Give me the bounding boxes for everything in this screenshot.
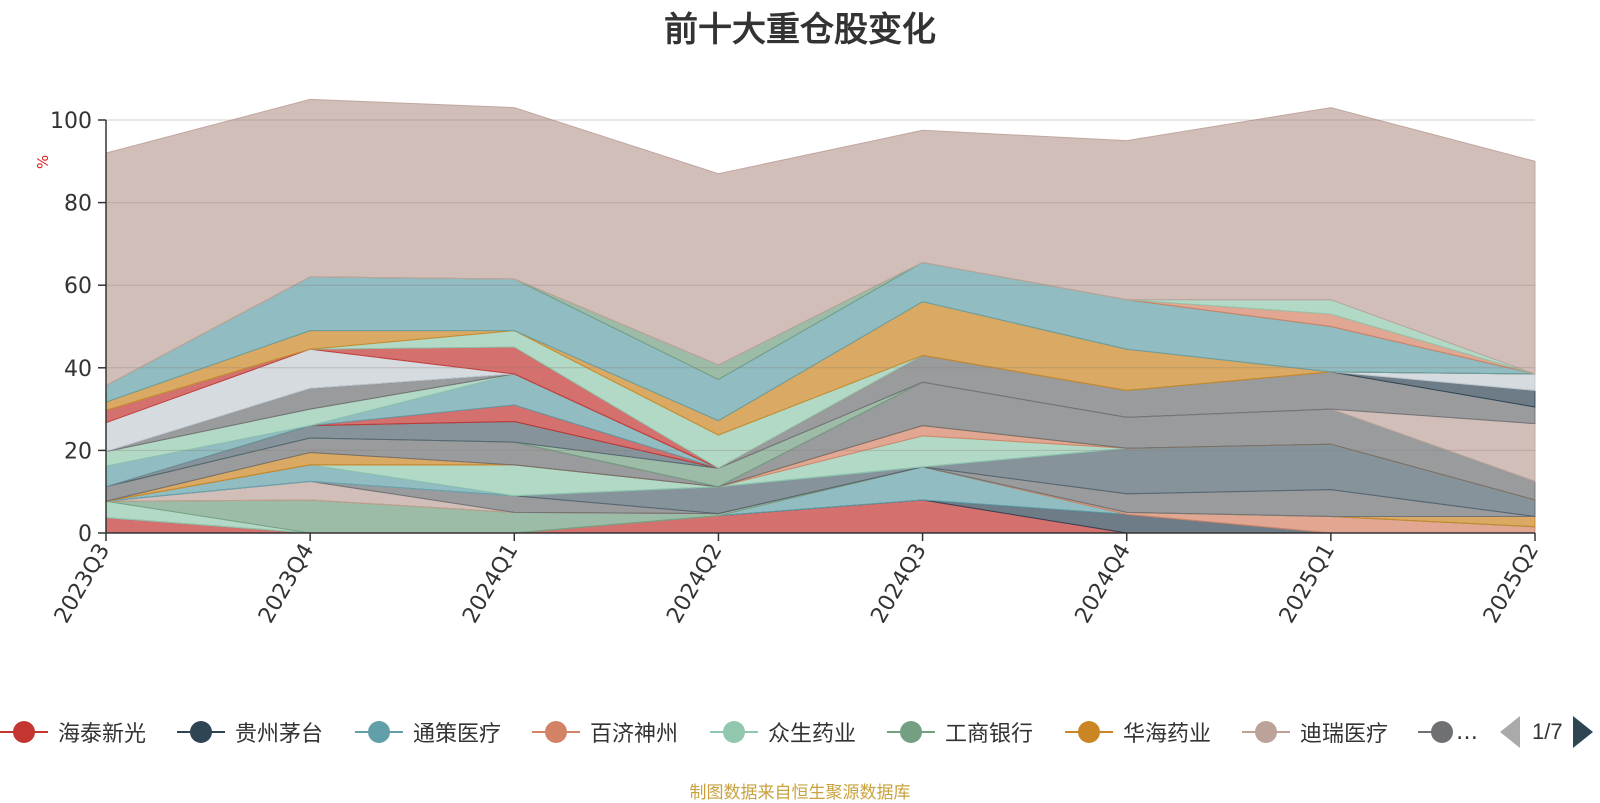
legend-marker-icon — [710, 712, 758, 752]
legend-item[interactable]: 华海药业 — [1065, 712, 1211, 752]
legend-item[interactable]: 海泰新光 — [0, 712, 146, 752]
legend-label: … — [1456, 719, 1478, 745]
x-tick-label: 2023Q3 — [50, 540, 115, 628]
pager-page-text: 1/7 — [1532, 719, 1563, 744]
y-tick-label: 100 — [50, 109, 92, 134]
legend-item[interactable]: 贵州茅台 — [177, 712, 323, 752]
pager-prev-icon[interactable] — [1500, 716, 1520, 748]
legend-marker-icon — [1242, 712, 1290, 752]
legend-marker-icon — [0, 712, 48, 752]
legend-label: 海泰新光 — [58, 722, 147, 747]
legend-item[interactable]: 百济神州 — [532, 712, 678, 752]
y-axis-label: % — [34, 155, 52, 169]
y-tick-label: 60 — [64, 274, 92, 299]
legend-marker-icon — [887, 712, 935, 752]
x-tick-label: 2024Q2 — [662, 540, 727, 628]
legend-marker-icon — [355, 712, 403, 752]
legend-label: 华海药业 — [1123, 722, 1212, 747]
y-tick-label: 80 — [64, 192, 92, 217]
chart-title: 前十大重仓股变化 — [664, 10, 936, 50]
x-tick-label: 2023Q4 — [254, 540, 319, 628]
pager-next-icon[interactable] — [1572, 716, 1593, 748]
legend-marker-icon — [532, 712, 580, 752]
x-tick-label: 2025Q2 — [1479, 540, 1544, 628]
legend-marker-icon — [1418, 712, 1453, 752]
y-tick-label: 40 — [64, 357, 92, 382]
legend-label: 工商银行 — [945, 722, 1034, 747]
source-note: 制图数据来自恒生聚源数据库 — [689, 783, 911, 803]
legend-marker-icon — [177, 712, 225, 752]
y-tick-label: 0 — [78, 522, 92, 547]
x-tick-label: 2024Q4 — [1071, 540, 1136, 628]
legend-label: 贵州茅台 — [235, 722, 324, 747]
legend-marker-icon — [1065, 712, 1113, 752]
legend-item[interactable]: 迪瑞医疗 — [1242, 712, 1388, 752]
legend-item[interactable]: … — [1418, 712, 1478, 752]
legend-label: 众生药业 — [768, 722, 857, 747]
legend-item[interactable]: 众生药业 — [710, 712, 856, 752]
legend-item[interactable]: 工商银行 — [887, 712, 1033, 752]
legend-pager: 1/7 — [1500, 712, 1593, 752]
legend-label: 迪瑞医疗 — [1300, 722, 1389, 747]
legend-label: 百济神州 — [590, 722, 679, 747]
legend: 海泰新光 贵州茅台 通策医疗 百济神州 众生药业 工商银行 华海药业 迪瑞医疗 … — [0, 712, 1600, 752]
y-tick-label: 20 — [64, 439, 92, 464]
x-tick-label: 2024Q1 — [458, 540, 523, 628]
x-tick-label: 2024Q3 — [866, 540, 931, 628]
x-tick-label: 2025Q1 — [1275, 540, 1340, 628]
legend-item[interactable]: 通策医疗 — [355, 712, 501, 752]
legend-label: 通策医疗 — [413, 722, 502, 747]
series-area-33 — [105, 98, 1536, 387]
